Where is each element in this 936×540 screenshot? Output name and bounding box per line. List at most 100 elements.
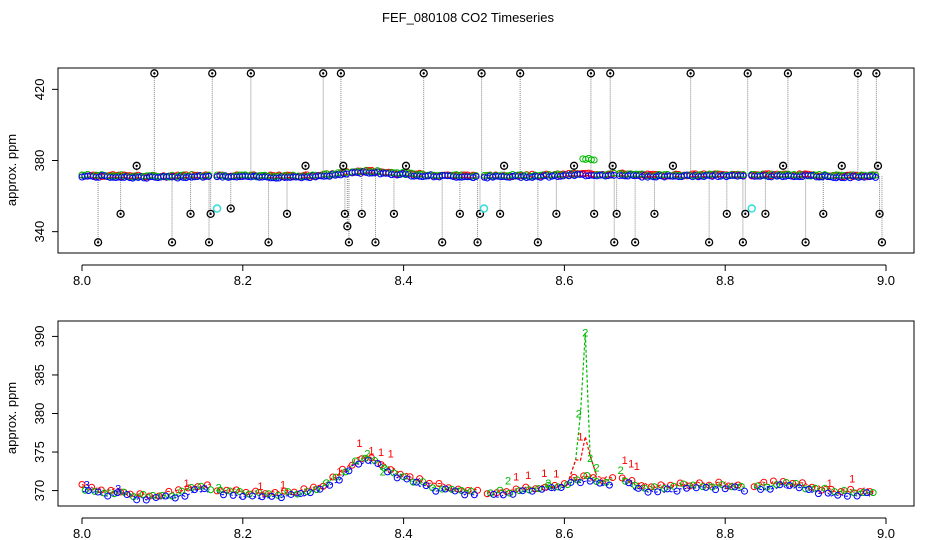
- outlier-point-center: [135, 164, 138, 168]
- outlier-point-center: [878, 212, 881, 216]
- spike-label-1: 1: [183, 478, 189, 490]
- series-3-marker: [692, 484, 700, 492]
- outlier-point: [533, 238, 543, 247]
- series-2-marker: [650, 483, 658, 491]
- outlier-point-center: [786, 72, 790, 75]
- series-3-marker: [557, 484, 565, 492]
- series-3-marker: [528, 487, 536, 495]
- outlier-point: [401, 161, 411, 170]
- outlier-point: [569, 161, 579, 170]
- series-3-marker: [702, 483, 710, 491]
- outlier-point: [477, 69, 486, 78]
- outlier-point: [650, 209, 659, 219]
- cyan-point: [212, 204, 222, 213]
- series-3-marker: [306, 489, 314, 497]
- top-dropouts: [97, 73, 883, 243]
- outlier-point-center: [615, 212, 618, 216]
- outlier-point-center: [880, 241, 884, 244]
- spike-label-1: 1: [577, 432, 583, 444]
- outlier-point-center: [613, 241, 616, 244]
- series-3-marker: [824, 489, 832, 497]
- series-1-marker: [580, 472, 588, 480]
- outlier-point: [336, 69, 346, 78]
- top-axes: 8.0 8.2 8.4 8.6 8.8 9.0 340 380 420: [32, 78, 895, 288]
- spike-label-1: 1: [356, 438, 362, 450]
- outlier-point: [873, 161, 883, 170]
- series-2-marker: [773, 481, 781, 489]
- spike-label-1: 1: [622, 455, 628, 467]
- series-3-marker: [519, 487, 527, 495]
- spike-label-2: 2: [505, 476, 511, 488]
- band-point: [472, 173, 480, 181]
- outlier-point-center: [609, 72, 612, 75]
- series-3-marker: [287, 490, 295, 498]
- outlier-point-center: [498, 212, 502, 216]
- outlier-point: [722, 209, 731, 219]
- series-3-marker: [548, 484, 556, 492]
- series-2-marker: [313, 486, 321, 494]
- band-point: [872, 171, 880, 179]
- series-1-line: [622, 476, 745, 489]
- series-2-marker: [178, 487, 186, 495]
- series-3-marker: [441, 485, 449, 493]
- outlier-point: [877, 238, 887, 247]
- top-panel: 8.0 8.2 8.4 8.6 8.8 9.0 340 380 420 approx. ppm: [4, 67, 915, 288]
- series-2-marker: [216, 486, 224, 494]
- outlier-point-center: [480, 72, 483, 75]
- outlier-point-center: [392, 212, 396, 216]
- series-2-marker: [207, 486, 215, 494]
- series-3-marker: [805, 486, 813, 494]
- series-3-marker: [191, 486, 199, 494]
- outlier-point: [264, 238, 273, 247]
- series-3-marker: [663, 485, 671, 493]
- outlier-point-center: [153, 72, 156, 75]
- series-3-marker: [113, 489, 121, 497]
- top-y-tick-label: 420: [32, 78, 47, 100]
- outlier-point: [389, 209, 399, 219]
- outlier-point-center: [671, 164, 675, 168]
- series-3-marker: [712, 486, 720, 494]
- series-3-marker: [248, 492, 256, 500]
- spike-label-2: 2: [587, 453, 593, 465]
- series-2-marker: [859, 489, 867, 497]
- bottom-y-tick-label: 370: [32, 480, 47, 502]
- series-2-marker: [342, 468, 350, 476]
- series-1-marker: [232, 486, 240, 494]
- bottom-x-tick-label: 8.4: [395, 526, 413, 540]
- series-2-marker: [110, 490, 118, 498]
- series-3-marker: [673, 487, 681, 495]
- outlier-point-center: [478, 212, 482, 216]
- outlier-point-center: [285, 212, 289, 216]
- series-3-marker: [538, 485, 546, 493]
- series-1-marker: [252, 487, 260, 495]
- spike-label-1: 1: [525, 470, 531, 482]
- series-1-marker: [676, 479, 684, 487]
- outlier-point: [783, 69, 793, 78]
- outlier-point-center: [781, 164, 785, 168]
- series-2-marker: [535, 485, 543, 493]
- series-3-marker: [171, 494, 179, 502]
- outlier-point-center: [346, 225, 349, 228]
- series-3-marker: [94, 488, 102, 496]
- series-3-marker: [634, 484, 642, 492]
- series-2-marker: [438, 485, 446, 493]
- series-3-marker: [258, 493, 266, 501]
- outlier-point: [455, 209, 465, 219]
- series-3-marker: [605, 481, 613, 489]
- outlier-point-center: [458, 212, 462, 216]
- series-3-marker: [843, 492, 851, 500]
- bottom-series-markers: [78, 454, 877, 504]
- outlier-point: [150, 69, 159, 78]
- series-3-marker: [123, 491, 131, 499]
- outlier-point: [419, 69, 428, 78]
- outlier-point-center: [209, 212, 212, 216]
- outlier-point-center: [589, 72, 593, 75]
- outlier-point-center: [746, 72, 749, 75]
- series-3-marker: [499, 491, 507, 499]
- outlier-point: [608, 161, 617, 170]
- series-3-marker: [384, 468, 392, 476]
- series-1-marker: [760, 478, 768, 486]
- outlier-point-center: [536, 241, 540, 244]
